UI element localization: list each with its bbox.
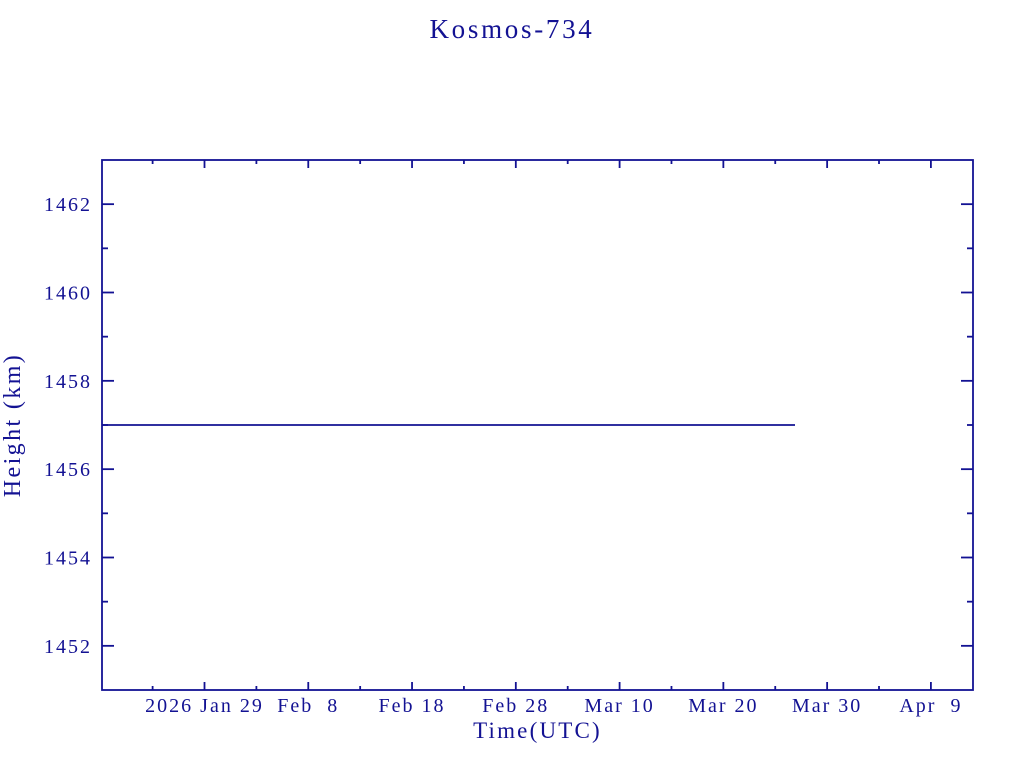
svg-text:Feb 8: Feb 8 xyxy=(277,695,339,717)
svg-text:1456: 1456 xyxy=(44,459,92,481)
svg-text:Mar 20: Mar 20 xyxy=(688,695,758,717)
svg-text:1454: 1454 xyxy=(44,548,92,570)
svg-text:Feb 28: Feb 28 xyxy=(482,695,549,717)
svg-text:1458: 1458 xyxy=(44,371,92,393)
svg-text:Time(UTC): Time(UTC) xyxy=(473,718,602,743)
svg-text:1460: 1460 xyxy=(44,283,92,305)
svg-text:Mar 10: Mar 10 xyxy=(584,695,654,717)
svg-text:Apr 9: Apr 9 xyxy=(899,695,962,717)
svg-text:1462: 1462 xyxy=(44,194,92,216)
svg-text:2026 Jan 29: 2026 Jan 29 xyxy=(145,695,264,717)
svg-text:Height (km): Height (km) xyxy=(0,353,26,497)
svg-text:Mar 30: Mar 30 xyxy=(792,695,862,717)
svg-text:1452: 1452 xyxy=(44,636,92,658)
svg-text:Feb 18: Feb 18 xyxy=(379,695,446,717)
svg-text:Kosmos-734: Kosmos-734 xyxy=(429,14,594,44)
